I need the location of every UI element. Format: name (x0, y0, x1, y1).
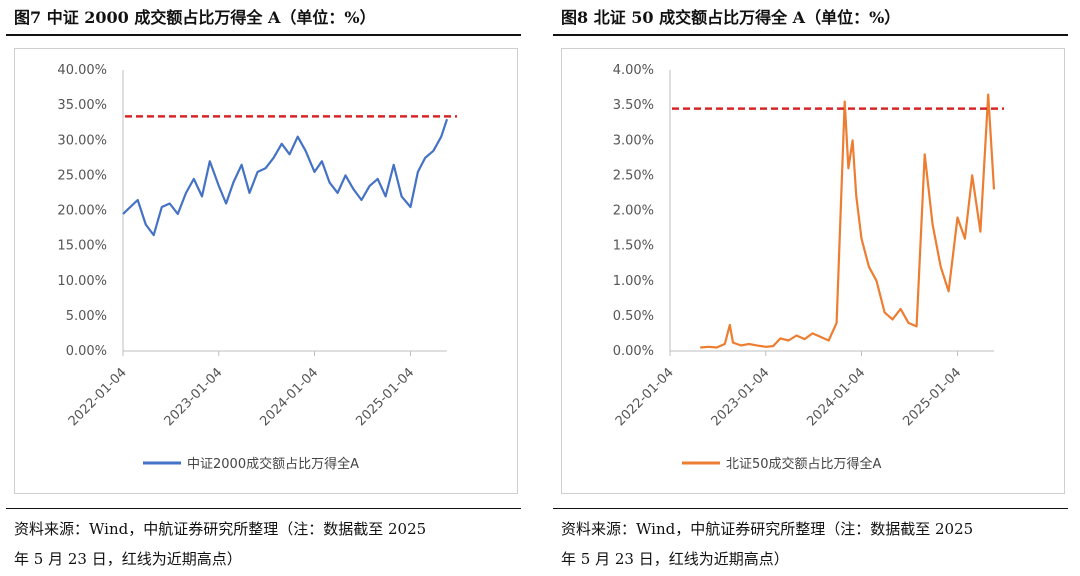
y-tick-label: 15.00% (57, 239, 107, 254)
source-line-1: 资料来源：Wind，中航证券研究所整理（注：数据截至 2025 (14, 520, 427, 538)
y-tick-label: 3.50% (613, 98, 654, 113)
y-tick-label: 10.00% (57, 274, 107, 289)
line-chart-csi2000: 0.00% 5.00% 10.00% 15.00% 20.00% 25.00% 30.00%… (57, 63, 457, 472)
series-line (700, 93, 996, 349)
y-tick-label: 2.50% (613, 168, 654, 183)
y-tick-label: 0.00% (66, 344, 107, 359)
x-tick-label: 2022-01-04 (613, 365, 677, 429)
source-note: 资料来源：Wind，中航证券研究所整理（注：数据截至 2025 年 5 月 23… (14, 514, 514, 574)
y-tick-label: 30.00% (57, 133, 107, 148)
y-tick-label: 25.00% (57, 168, 107, 183)
chart-frame: 0.00% 5.00% 10.00% 15.00% 20.00% 25.00% 30.00%… (14, 48, 518, 494)
y-tick-label: 35.00% (57, 98, 107, 113)
y-tick-label: 2.00% (613, 204, 654, 219)
y-tick-label: 4.00% (613, 63, 654, 78)
title-rule (6, 34, 521, 36)
x-tick-label: 2023-01-04 (709, 365, 773, 429)
x-tick-label: 2025-01-04 (353, 365, 417, 429)
figure-title: 图7 中证 2000 成交额占比万得全 A（单位：%） (14, 8, 376, 27)
y-tick-label: 0.00% (613, 344, 654, 359)
x-tick-label: 2025-01-04 (900, 365, 964, 429)
x-tick-label: 2022-01-04 (66, 365, 130, 429)
y-tick-label: 0.50% (613, 309, 654, 324)
x-tick-label: 2023-01-04 (162, 365, 226, 429)
title-rule (553, 34, 1068, 36)
x-tick-label: 2024-01-04 (257, 365, 321, 429)
y-tick-label: 40.00% (57, 63, 107, 78)
source-line-2: 年 5 月 23 日，红线为近期高点） (14, 550, 242, 568)
source-line-2: 年 5 月 23 日，红线为近期高点） (561, 550, 789, 568)
y-tick-label: 3.00% (613, 133, 654, 148)
chart-panel-right: 图8 北证 50 成交额占比万得全 A（单位：%） 0.00% 0.50% 1.00… (553, 0, 1075, 576)
series-line (122, 118, 449, 237)
legend-label: 北证50成交额占比万得全A (726, 456, 882, 472)
line-chart-bse50: 0.00% 0.50% 1.00% 1.50% 2.00% 2.50% 3.00% 3.50%… (613, 63, 1004, 472)
chart-frame: 0.00% 0.50% 1.00% 1.50% 2.00% 2.50% 3.00% 3.50%… (561, 48, 1065, 494)
x-tick-label: 2024-01-04 (804, 365, 868, 429)
figure-title: 图8 北证 50 成交额占比万得全 A（单位：%） (561, 8, 901, 27)
y-tick-label: 20.00% (57, 204, 107, 219)
chart-panel-left: 图7 中证 2000 成交额占比万得全 A（单位：%） 0.00% 5.00% 10… (6, 0, 528, 576)
source-note: 资料来源：Wind，中航证券研究所整理（注：数据截至 2025 年 5 月 23… (561, 514, 1061, 574)
source-rule (6, 508, 521, 509)
source-line-1: 资料来源：Wind，中航证券研究所整理（注：数据截至 2025 (561, 520, 974, 538)
y-tick-label: 5.00% (66, 309, 107, 324)
legend-label: 中证2000成交额占比万得全A (187, 456, 359, 472)
y-tick-label: 1.00% (613, 274, 654, 289)
y-tick-label: 1.50% (613, 239, 654, 254)
source-rule (553, 508, 1068, 509)
